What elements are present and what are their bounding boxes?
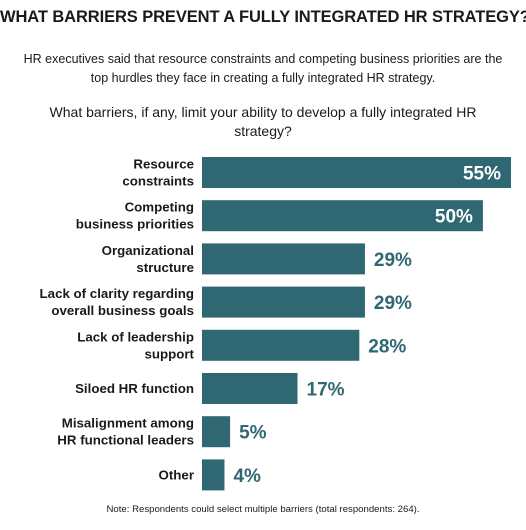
chart-note: Note: Respondents could select multiple … xyxy=(106,504,420,515)
value-label-6: 5% xyxy=(239,423,267,444)
category-label-6-line-1: HR functional leaders xyxy=(57,433,194,448)
bar-5 xyxy=(202,373,298,404)
bar-6 xyxy=(202,416,231,448)
chart-title: WHAT BARRIERS PREVENT A FULLY INTEGRATED… xyxy=(0,8,526,26)
category-label-3-line-1: overall business goals xyxy=(51,303,194,318)
category-label-5-line-0: Siloed HR function xyxy=(75,381,194,396)
category-label-6-line-0: Misalignment among xyxy=(62,416,194,431)
category-label-3-line-0: Lack of clarity regarding xyxy=(40,286,194,301)
category-label-4-line-0: Lack of leadership xyxy=(77,329,194,344)
value-label-3: 29% xyxy=(374,293,412,314)
bar-3 xyxy=(202,286,365,318)
category-label-4-line-1: support xyxy=(145,346,195,361)
category-label-7-line-0: Other xyxy=(159,467,194,482)
survey-question: What barriers, if any, limit your abilit… xyxy=(49,104,477,139)
bar-7 xyxy=(202,459,225,491)
bar-2 xyxy=(202,243,365,275)
value-label-4: 28% xyxy=(368,336,406,357)
value-label-5: 17% xyxy=(307,380,345,401)
chart-subtitle: HR executives said that resource constra… xyxy=(23,52,503,85)
category-label-2-line-1: structure xyxy=(136,260,194,275)
category-label-0-line-0: Resource xyxy=(133,157,194,172)
category-label-1-line-0: Competing xyxy=(125,200,194,215)
bar-0 xyxy=(202,157,511,188)
value-label-1: 50% xyxy=(435,207,473,228)
value-label-7: 4% xyxy=(233,466,261,487)
category-label-2-line-0: Organizational xyxy=(102,243,194,258)
category-label-0-line-1: constraints xyxy=(122,174,194,189)
category-label-1-line-1: business priorities xyxy=(76,217,194,232)
bar-1 xyxy=(202,200,483,232)
bar-4 xyxy=(202,329,360,361)
value-label-2: 29% xyxy=(374,250,412,271)
value-label-0: 55% xyxy=(463,164,501,185)
